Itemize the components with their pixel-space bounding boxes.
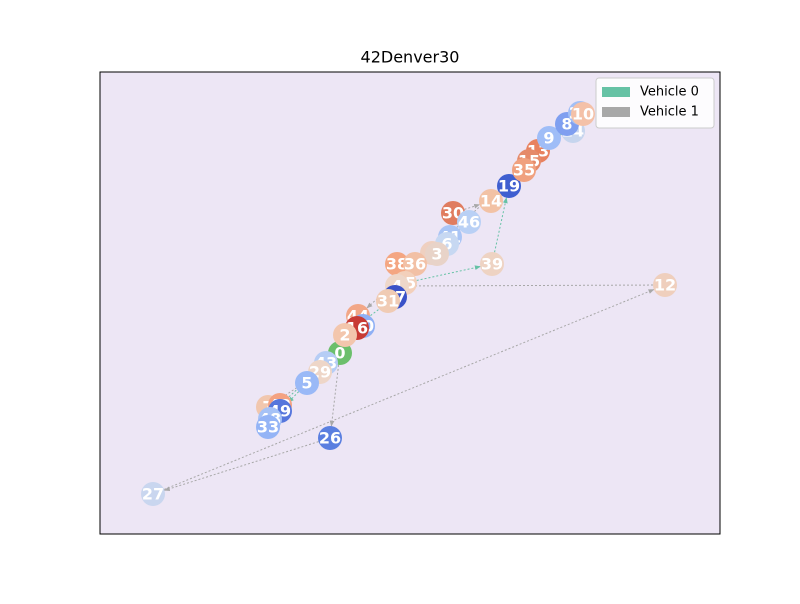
route-segment <box>329 352 341 427</box>
node <box>403 252 427 276</box>
node-label: 36 <box>404 255 426 274</box>
node <box>295 371 319 395</box>
node-label: 26 <box>319 429 341 448</box>
node <box>457 210 481 234</box>
node-label: 6 <box>441 235 452 254</box>
node <box>333 323 357 347</box>
node <box>385 252 409 276</box>
route-segment <box>404 265 481 284</box>
route-segment <box>491 197 508 265</box>
node-label: 31 <box>377 292 399 311</box>
node <box>376 289 400 313</box>
node-label: 5 <box>301 374 312 393</box>
legend-swatch <box>602 87 630 97</box>
chart-title: 42Denver30 <box>361 48 460 67</box>
node <box>653 273 677 297</box>
node-label: 39 <box>481 255 503 274</box>
node <box>497 174 521 198</box>
legend: Vehicle 0 Vehicle 1 <box>595 77 715 129</box>
route-segment <box>163 437 331 492</box>
node-label: 35 <box>513 161 535 180</box>
route-segment <box>408 283 666 289</box>
node-label: 0 <box>334 344 345 363</box>
node <box>512 158 536 182</box>
node-label: 3 <box>431 245 442 264</box>
node <box>537 126 561 150</box>
node-label: 46 <box>458 213 480 232</box>
node <box>571 102 595 126</box>
node-label: 38 <box>386 255 408 274</box>
node <box>479 189 503 213</box>
node-label: 2 <box>339 326 350 345</box>
node <box>256 415 280 439</box>
node <box>141 482 165 506</box>
legend-label: Vehicle 0 <box>640 85 699 100</box>
node-label: 7 <box>262 398 273 417</box>
node-label: 10 <box>572 105 594 124</box>
node-label: 27 <box>142 485 164 504</box>
node-label: 8 <box>561 115 572 134</box>
plot-area <box>99 71 721 535</box>
node <box>318 426 342 450</box>
node-label: 9 <box>543 129 554 148</box>
node-label: 12 <box>654 276 676 295</box>
node-label: 33 <box>257 418 279 437</box>
node <box>425 242 449 266</box>
node-label: 19 <box>498 177 520 196</box>
node <box>480 252 504 276</box>
node-label: 14 <box>480 192 502 211</box>
legend-label: Vehicle 1 <box>640 105 699 120</box>
legend-swatch <box>602 107 630 117</box>
